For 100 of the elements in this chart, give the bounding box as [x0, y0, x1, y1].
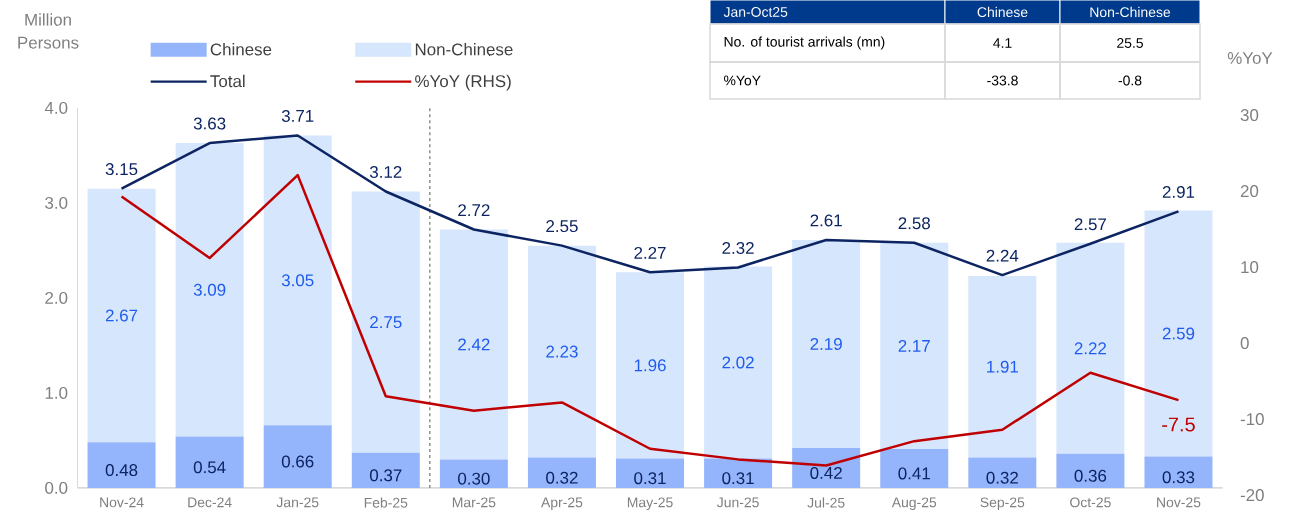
- bar: [351, 452, 420, 488]
- bar: [351, 191, 420, 453]
- data-label: 2.19: [810, 337, 842, 350]
- bar: [175, 143, 244, 437]
- data-label: 0.54: [193, 461, 226, 474]
- data-label: 0.32: [546, 471, 578, 484]
- text: -0.8: [1118, 75, 1142, 86]
- legend-label: Total: [210, 74, 245, 88]
- bar: [616, 458, 685, 488]
- x-tick-label: Sep-25: [980, 497, 1025, 511]
- data-label: 0.31: [722, 472, 754, 485]
- bar: [704, 458, 773, 488]
- text: Jan-Oct25: [723, 7, 788, 17]
- x-tick-label: Feb-25: [364, 497, 408, 508]
- bar: [439, 229, 508, 460]
- bar: [968, 276, 1037, 458]
- x-tick-label: Dec-24: [188, 497, 232, 508]
- data-label: 0.33: [1162, 471, 1195, 484]
- y2-tick-label: 30: [1240, 109, 1259, 122]
- x-tick-label: Jan-25: [276, 497, 319, 508]
- x-tick-label: Jun-25: [716, 497, 759, 508]
- data-label: 0.42: [810, 466, 842, 479]
- data-label: 1.96: [634, 359, 666, 372]
- y-tick-label: 1.0: [45, 386, 68, 399]
- legend-label: Non-Chinese: [415, 43, 513, 56]
- data-label: 2.02: [722, 356, 754, 369]
- text: Non-Chinese: [1090, 6, 1171, 18]
- x-tick-label: Jul-25: [807, 497, 845, 508]
- data-label: 2.55: [546, 220, 578, 233]
- x-tick-label: Aug-25: [891, 497, 937, 511]
- text: 25.5: [1117, 38, 1143, 48]
- bar: [1056, 242, 1125, 454]
- data-label: 0.48: [105, 464, 138, 477]
- bar: [263, 425, 332, 488]
- bar: [439, 459, 508, 488]
- bar: [968, 457, 1037, 488]
- data-label: 2.59: [1162, 327, 1195, 340]
- data-label: 2.57: [1074, 218, 1107, 231]
- x-tick-label: Nov-24: [100, 497, 144, 508]
- data-label: 0.31: [634, 472, 666, 485]
- x-tick-label: Oct-25: [1070, 497, 1111, 508]
- bar: [263, 135, 332, 426]
- bar: [792, 447, 861, 488]
- x-tick-label: Nov-25: [1157, 497, 1201, 508]
- y2-tick-label: 20: [1240, 185, 1259, 198]
- bar: [527, 245, 596, 458]
- bar: [527, 457, 596, 488]
- text: %YoY: [724, 75, 761, 86]
- data-label: 0.37: [369, 469, 402, 482]
- data-label: 3.05: [281, 274, 314, 287]
- data-label: 3.63: [193, 117, 226, 130]
- y-tick-label: 4.0: [44, 101, 68, 114]
- bar: [616, 272, 685, 459]
- legend-label: Chinese: [210, 43, 272, 56]
- y-axis-title: Million Persons: [18, 13, 79, 49]
- data-label: 2.32: [722, 241, 754, 254]
- data-label: 0.36: [1074, 469, 1107, 482]
- bar: [704, 266, 773, 459]
- data-label: 2.24: [986, 249, 1019, 262]
- data-label: 0.30: [458, 472, 490, 485]
- data-label: 3.12: [369, 165, 402, 178]
- y2-tick-label: -20: [1240, 489, 1264, 502]
- data-label: 0.41: [898, 467, 930, 480]
- y-tick-label: 0.0: [45, 481, 68, 494]
- data-label: -7.5: [1162, 417, 1195, 432]
- y2-axis-title: %YoY: [1227, 52, 1273, 64]
- y2-tick-label: 10: [1241, 261, 1259, 274]
- text: Chinese: [977, 6, 1028, 18]
- bar: [1056, 453, 1125, 488]
- text: -33.8: [987, 75, 1018, 86]
- legend-label: %YoY (RHS): [415, 74, 511, 91]
- data-label: 2.42: [458, 338, 490, 351]
- data-label: 2.22: [1074, 342, 1107, 355]
- data-label: 1.91: [987, 360, 1018, 373]
- data-label: 3.71: [281, 109, 314, 122]
- data-label: 0.66: [281, 455, 314, 468]
- data-label: 2.91: [1162, 185, 1195, 198]
- data-label: 2.72: [458, 204, 490, 216]
- text: 4.1: [993, 38, 1012, 48]
- data-label: 2.61: [810, 214, 842, 227]
- bar: [792, 239, 861, 448]
- y2-tick-label: -10: [1240, 413, 1264, 426]
- data-label: 3.15: [105, 163, 138, 176]
- bar: [1144, 456, 1213, 488]
- data-label: 0.32: [986, 471, 1018, 484]
- x-tick-label: Mar-25: [452, 497, 496, 508]
- data-label: 2.23: [546, 345, 578, 358]
- y-tick-label: 3.0: [45, 196, 68, 209]
- bar: [1144, 210, 1213, 457]
- data-label: 3.09: [193, 283, 226, 296]
- y2-tick-label: 0: [1240, 337, 1249, 350]
- data-label: 2.17: [898, 339, 930, 352]
- x-tick-label: Apr-25: [541, 497, 583, 511]
- data-label: 2.27: [634, 246, 666, 259]
- data-label: 2.75: [370, 316, 402, 329]
- bar: [87, 442, 156, 488]
- bar: [880, 242, 949, 449]
- data-label: 2.58: [898, 217, 930, 230]
- x-tick-label: May-25: [627, 497, 673, 511]
- bar: [87, 188, 156, 443]
